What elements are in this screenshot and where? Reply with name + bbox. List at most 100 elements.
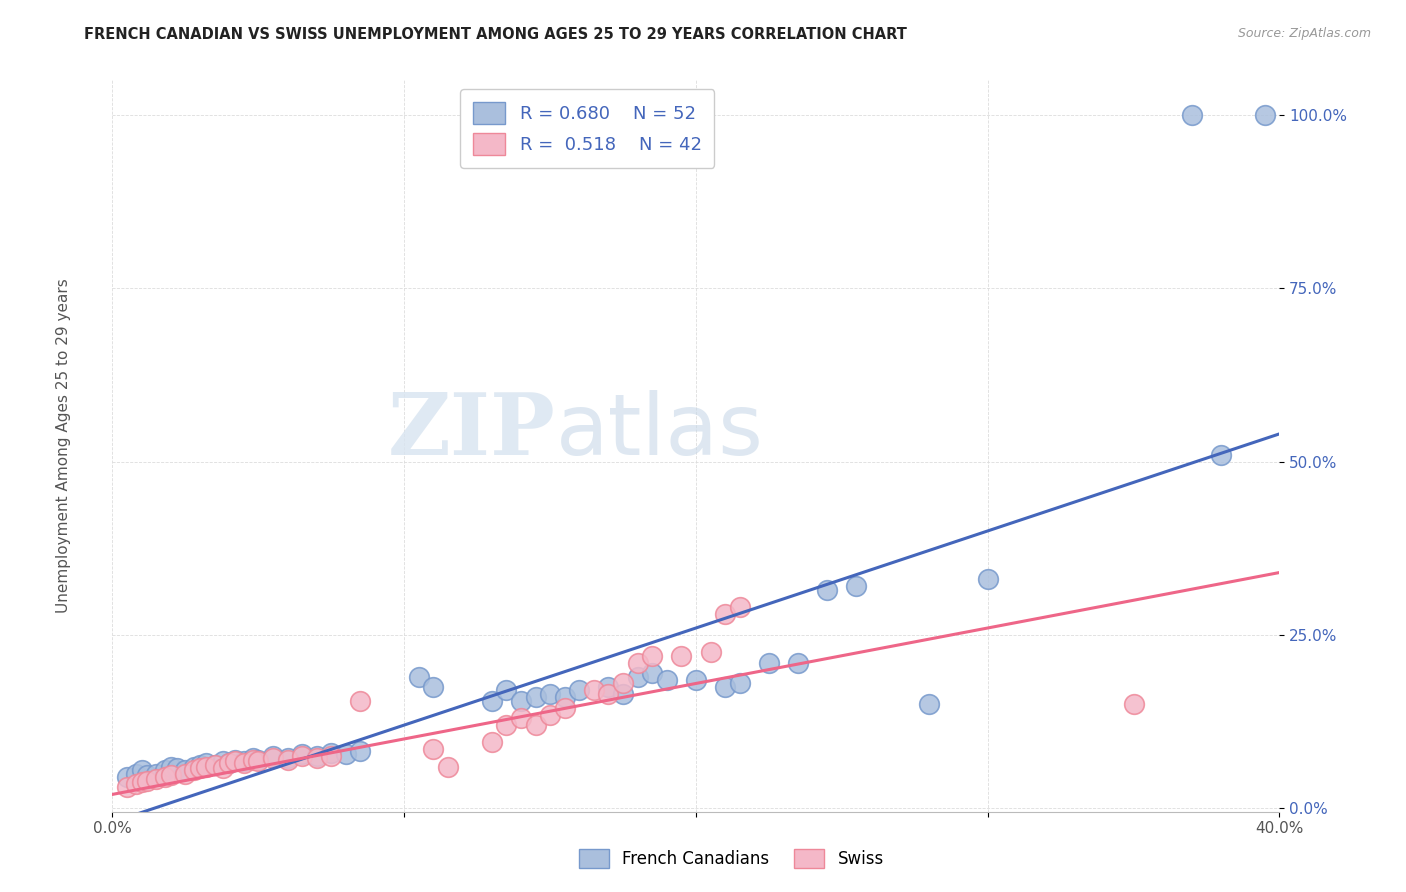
- Point: [437, 759, 460, 773]
- Point: [183, 763, 205, 777]
- Point: [728, 676, 751, 690]
- Point: [262, 749, 284, 764]
- Point: [276, 753, 298, 767]
- Point: [174, 766, 197, 780]
- Point: [554, 690, 576, 705]
- Point: [627, 669, 650, 683]
- Point: [125, 777, 148, 791]
- Point: [408, 669, 430, 683]
- Point: [305, 749, 328, 764]
- Point: [1254, 108, 1277, 122]
- Point: [321, 748, 343, 763]
- Text: FRENCH CANADIAN VS SWISS UNEMPLOYMENT AMONG AGES 25 TO 29 YEARS CORRELATION CHAR: FRENCH CANADIAN VS SWISS UNEMPLOYMENT AM…: [84, 27, 907, 42]
- Point: [247, 753, 270, 767]
- Point: [612, 676, 634, 690]
- Point: [554, 700, 576, 714]
- Point: [262, 751, 284, 765]
- Point: [612, 687, 634, 701]
- Point: [224, 753, 246, 767]
- Point: [538, 687, 561, 701]
- Point: [125, 766, 148, 780]
- Point: [115, 770, 138, 784]
- Point: [160, 768, 183, 782]
- Point: [242, 751, 264, 765]
- Point: [538, 707, 561, 722]
- Legend: French Canadians, Swiss: French Canadians, Swiss: [572, 843, 890, 875]
- Point: [349, 744, 371, 758]
- Point: [291, 747, 314, 761]
- Point: [598, 687, 620, 701]
- Point: [699, 645, 721, 659]
- Point: [641, 666, 664, 681]
- Point: [212, 761, 235, 775]
- Point: [671, 648, 693, 663]
- Point: [335, 747, 357, 761]
- Point: [291, 749, 314, 764]
- Point: [115, 780, 138, 795]
- Point: [153, 770, 176, 784]
- Point: [627, 656, 650, 670]
- Point: [232, 756, 254, 771]
- Point: [166, 761, 188, 775]
- Point: [276, 751, 298, 765]
- Point: [224, 754, 246, 768]
- Point: [815, 582, 838, 597]
- Point: [728, 600, 751, 615]
- Point: [194, 759, 217, 773]
- Point: [495, 683, 517, 698]
- Point: [136, 768, 159, 782]
- Point: [136, 773, 159, 788]
- Point: [131, 775, 153, 789]
- Point: [204, 758, 226, 772]
- Text: ZIP: ZIP: [388, 390, 555, 474]
- Point: [349, 694, 371, 708]
- Point: [174, 763, 197, 777]
- Point: [194, 756, 217, 771]
- Point: [305, 751, 328, 765]
- Point: [524, 718, 547, 732]
- Point: [918, 698, 941, 712]
- Point: [212, 754, 235, 768]
- Point: [145, 766, 167, 780]
- Legend: R = 0.680    N = 52, R =  0.518    N = 42: R = 0.680 N = 52, R = 0.518 N = 42: [460, 89, 714, 168]
- Point: [495, 718, 517, 732]
- Point: [321, 746, 343, 760]
- Point: [714, 680, 737, 694]
- Point: [685, 673, 707, 687]
- Point: [218, 756, 240, 771]
- Point: [481, 735, 503, 749]
- Point: [568, 683, 591, 698]
- Point: [787, 656, 810, 670]
- Point: [422, 680, 444, 694]
- Point: [242, 753, 264, 767]
- Point: [218, 756, 240, 771]
- Point: [714, 607, 737, 621]
- Point: [524, 690, 547, 705]
- Text: Source: ZipAtlas.com: Source: ZipAtlas.com: [1237, 27, 1371, 40]
- Point: [422, 742, 444, 756]
- Point: [641, 648, 664, 663]
- Point: [188, 761, 211, 775]
- Point: [145, 772, 167, 786]
- Point: [582, 683, 605, 698]
- Point: [758, 656, 780, 670]
- Point: [1122, 698, 1144, 712]
- Point: [131, 763, 153, 777]
- Point: [509, 694, 531, 708]
- Point: [204, 758, 226, 772]
- Point: [509, 711, 531, 725]
- Point: [153, 763, 176, 777]
- Point: [160, 759, 183, 773]
- Text: Unemployment Among Ages 25 to 29 years: Unemployment Among Ages 25 to 29 years: [56, 278, 70, 614]
- Point: [188, 758, 211, 772]
- Point: [183, 759, 205, 773]
- Point: [598, 680, 620, 694]
- Point: [1181, 108, 1204, 122]
- Point: [232, 754, 254, 768]
- Point: [845, 579, 868, 593]
- Point: [1209, 448, 1232, 462]
- Point: [481, 694, 503, 708]
- Point: [247, 754, 270, 768]
- Point: [655, 673, 678, 687]
- Point: [976, 573, 998, 587]
